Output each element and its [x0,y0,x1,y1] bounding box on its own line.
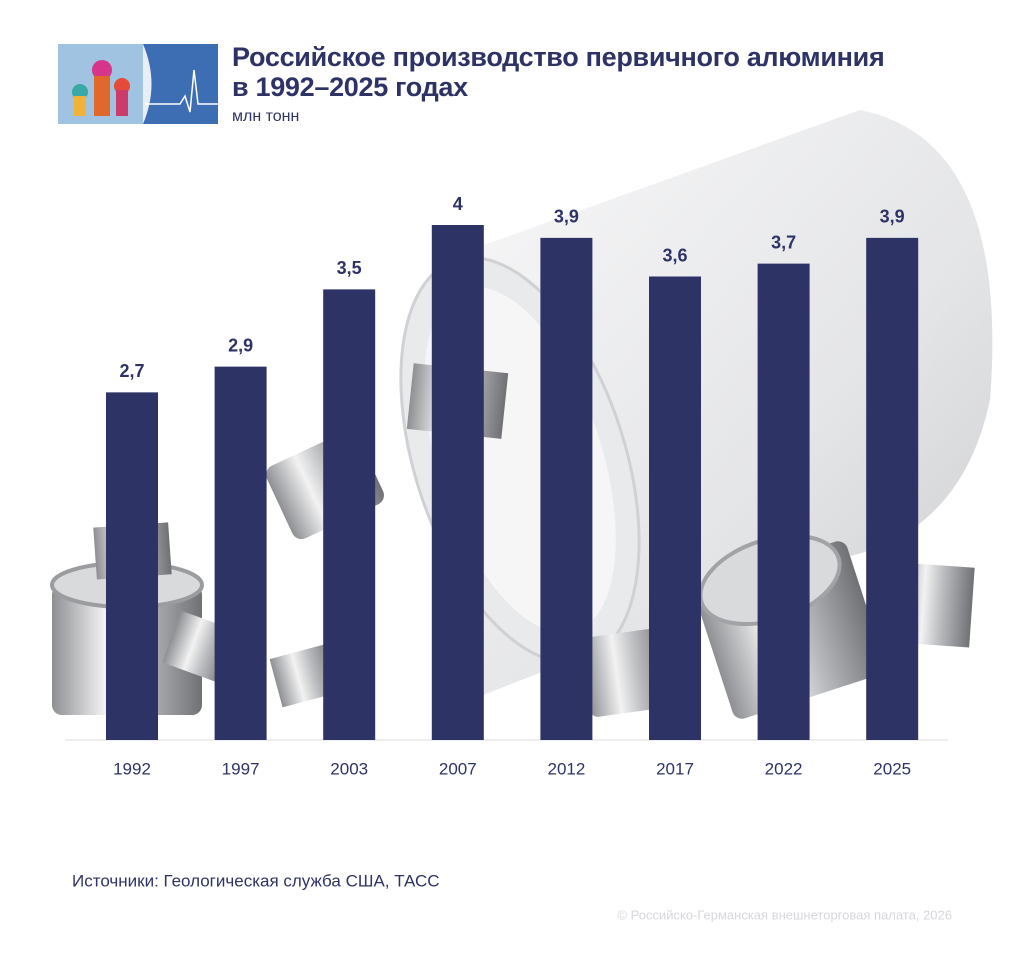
value-label: 3,6 [662,245,687,265]
x-tick-label: 2003 [330,759,368,778]
logo [58,44,218,124]
x-tick-label: 2022 [765,759,803,778]
value-label: 3,9 [554,207,579,227]
bar [649,276,701,740]
chart-subtitle: млн тонн [232,108,300,125]
value-label: 2,9 [228,335,253,355]
copyright: © Российско-Германская внешнеторговая па… [617,907,952,922]
value-label: 4 [453,194,463,214]
value-label: 3,5 [337,258,362,278]
value-label: 3,7 [771,232,796,252]
bar [106,392,158,740]
x-tick-label: 2017 [656,759,694,778]
x-tick-label: 1997 [222,759,260,778]
x-tick-label: 1992 [113,759,151,778]
bar [866,237,919,740]
value-label: 2,7 [119,361,144,381]
bar [540,237,593,740]
bar [214,366,267,740]
bar [757,263,810,740]
chart-title: Российское производство первичного алюми… [232,42,885,102]
x-tick-label: 2007 [439,759,477,778]
x-tick-label: 2025 [873,759,911,778]
value-label: 3,9 [880,207,905,227]
bar [323,289,376,740]
x-tick-label: 2012 [547,759,585,778]
decoration [50,110,993,719]
bar [431,225,484,740]
source: Источники: Геологическая служба США, ТАС… [72,871,440,890]
